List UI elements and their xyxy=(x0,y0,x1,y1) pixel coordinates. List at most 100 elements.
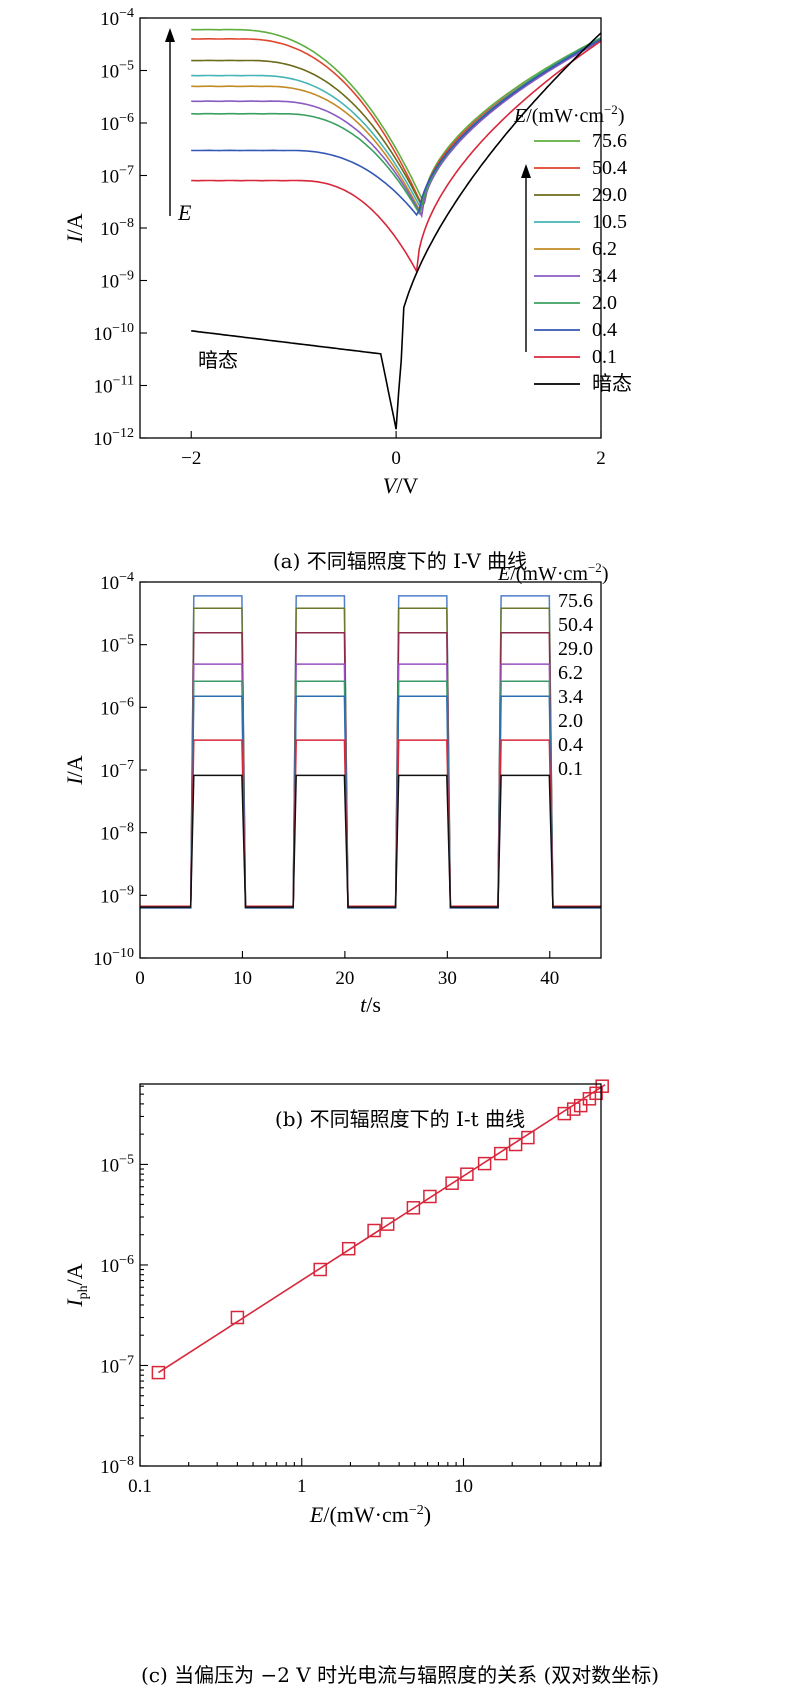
panel-a-xtick-label: 0 xyxy=(391,448,401,469)
data-point xyxy=(460,1167,474,1181)
iv-curve-暗态 xyxy=(191,32,602,430)
dark-curve-label: 暗态 xyxy=(198,348,238,372)
panel-a-ylabel: I/A xyxy=(62,213,87,243)
legend-a-label-2.0: 2.0 xyxy=(592,292,617,314)
panel-c-axes: 10−8 10−7 10−6 10−5 0.1 1 10 E/(mW·cm−2) Iph/A xyxy=(62,1083,602,1527)
panel-a-legend-title: E/(mW·cm−2) xyxy=(513,102,624,127)
iv-curve-0.1 xyxy=(191,40,602,274)
legend-b-label-3.4: 3.4 xyxy=(558,686,583,708)
it-curve-2.0 xyxy=(140,695,601,909)
data-point xyxy=(521,1130,535,1145)
panel-a-xtick-label: 2 xyxy=(596,448,606,469)
it-curve-3.4 xyxy=(140,680,601,908)
data-point xyxy=(595,1079,609,1093)
panel-c-caption: (c) 当偏压为 −2 V 时光电流与辐照度的关系 (双对数坐标) xyxy=(141,1663,659,1687)
data-point xyxy=(423,1189,437,1204)
e-arrow-legend-head xyxy=(521,164,531,178)
legend-b-label-29.0: 29.0 xyxy=(558,638,593,660)
legend-b-label-0.4: 0.4 xyxy=(558,734,583,756)
legend-b-label-0.1: 0.1 xyxy=(558,758,583,780)
data-point xyxy=(380,1217,395,1231)
e-arrow-left-head xyxy=(165,28,175,42)
panel-a-caption: (a) 不同辐照度下的 I-V 曲线 xyxy=(273,549,527,573)
panel-c-ytick-label: 10−6 xyxy=(100,1253,134,1277)
legend-a-label-3.4: 3.4 xyxy=(592,265,617,287)
panel-b-xtick-label: 20 xyxy=(335,968,354,989)
it-curve-29.0 xyxy=(140,631,601,909)
panel-c-xtick-label: 10 xyxy=(454,1476,473,1497)
panel-a-iv-curves: E 暗态 10−12 10−11 10−10 10−9 10−8 10−7 10−6 10−5 1… xyxy=(62,6,632,573)
panel-c-frame xyxy=(139,1083,602,1467)
panel-b-ytick-label: 10−8 xyxy=(100,821,134,845)
legend-a-label-75.6: 75.6 xyxy=(592,130,627,152)
panel-b-ytick-label: 10−7 xyxy=(100,758,134,782)
data-point xyxy=(151,1365,166,1380)
iv-curve-2.0 xyxy=(191,37,602,216)
panel-a-ytick-label: 10−9 xyxy=(100,269,134,293)
data-point xyxy=(230,1310,245,1325)
it-curve-0.1 xyxy=(140,774,601,908)
panel-b-xlabel: t/s xyxy=(360,992,381,1017)
legend-a-label-10.5: 10.5 xyxy=(592,211,627,233)
iv-curve-75.6 xyxy=(191,28,602,200)
panel-b-ytick-label: 10−4 xyxy=(100,570,134,594)
panel-a-ytick-label: 10−12 xyxy=(93,426,134,450)
panel-a-ytick-label: 10−5 xyxy=(100,59,134,83)
iv-curve-6.2 xyxy=(191,38,602,218)
iv-curve-0.4 xyxy=(191,38,602,217)
panel-a-legend: E/(mW·cm−2) 75.6 50.4 29.0 10.5 6.2 3.4 2.0 0.4 0… xyxy=(513,102,632,395)
panel-b-ytick-label: 10−5 xyxy=(100,633,134,657)
data-point xyxy=(494,1146,508,1161)
panel-a-ytick-label: 10−7 xyxy=(100,164,134,188)
panel-b-xtick-label: 40 xyxy=(540,968,559,989)
panel-a-axes: 10−12 10−11 10−10 10−9 10−8 10−7 10−6 10−5 10−4 −… xyxy=(62,6,606,498)
it-curve-75.6 xyxy=(140,595,601,908)
panel-c-ytick-label: 10−7 xyxy=(100,1353,134,1377)
data-point xyxy=(573,1098,588,1113)
legend-b-label-2.0: 2.0 xyxy=(558,710,583,732)
iv-curves-group: E 暗态 xyxy=(165,28,602,430)
panel-b-xtick-label: 0 xyxy=(135,968,145,989)
panel-b-ylabel: I/A xyxy=(62,755,87,785)
panel-b-ytick-label: 10−6 xyxy=(100,695,134,719)
data-point xyxy=(367,1223,381,1238)
panel-b-it-curves: 10−10 10−9 10−8 10−7 10−6 10−5 10−4 0 10 20 30 40 t/… xyxy=(62,560,608,1131)
panel-b-ytick-label: 10−10 xyxy=(93,946,134,970)
iv-curve-3.4 xyxy=(191,40,602,219)
data-point xyxy=(313,1262,327,1277)
legend-b-label-50.4: 50.4 xyxy=(558,614,593,636)
panel-a-ytick-label: 10−6 xyxy=(100,111,134,135)
panel-c-ylabel: Iph/A xyxy=(62,1263,91,1307)
panel-c-xtick-label: 0.1 xyxy=(128,1476,152,1497)
e-arrow-label: E xyxy=(177,200,192,225)
panel-a-xlabel: V/V xyxy=(383,473,419,498)
panel-c-xlabel: E/(mW·cm−2) xyxy=(309,1502,431,1527)
legend-a-label-29.0: 29.0 xyxy=(592,184,627,206)
panel-b-frame xyxy=(139,581,602,959)
legend-a-label-50.4: 50.4 xyxy=(592,157,627,179)
legend-a-label-暗态: 暗态 xyxy=(592,371,632,395)
it-curve-0.4 xyxy=(140,739,601,908)
panel-b-legend: E/(mW·cm−2) 75.650.429.06.23.42.00.40.1 xyxy=(497,560,608,780)
data-point xyxy=(341,1241,356,1256)
panel-b-legend-title: E/(mW·cm−2) xyxy=(497,560,608,585)
data-point xyxy=(406,1201,421,1215)
panel-a-ytick-label: 10−11 xyxy=(94,374,134,398)
data-point xyxy=(557,1106,572,1121)
it-curve-50.4 xyxy=(140,607,601,908)
data-point xyxy=(508,1137,523,1152)
legend-a-label-0.1: 0.1 xyxy=(592,346,617,368)
data-point xyxy=(445,1176,459,1190)
it-curves-group xyxy=(140,595,601,909)
panel-b-xtick-label: 30 xyxy=(438,968,457,989)
legend-b-label-6.2: 6.2 xyxy=(558,662,583,684)
panel-a-xtick-label: −2 xyxy=(181,448,201,469)
panel-a-ytick-label: 10−10 xyxy=(93,321,134,345)
panel-a-ytick-label: 10−8 xyxy=(100,216,134,240)
panel-b-xtick-label: 10 xyxy=(233,968,252,989)
it-curve-6.2 xyxy=(140,663,601,908)
data-point xyxy=(566,1102,581,1116)
panel-c-ytick-label: 10−8 xyxy=(100,1454,134,1478)
data-point xyxy=(477,1156,492,1171)
panel-b-caption: (b) 不同辐照度下的 I-t 曲线 xyxy=(275,1107,525,1131)
